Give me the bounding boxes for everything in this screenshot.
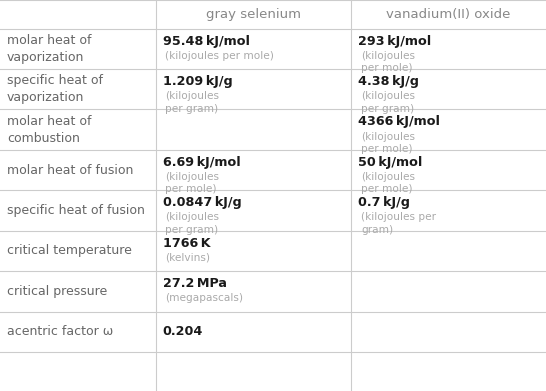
Text: (kilojoules
per mole): (kilojoules per mole) bbox=[361, 172, 415, 194]
Text: molar heat of
vaporization: molar heat of vaporization bbox=[7, 34, 92, 64]
Text: (kilojoules per mole): (kilojoules per mole) bbox=[165, 51, 274, 61]
Text: 293 kJ/mol: 293 kJ/mol bbox=[358, 35, 431, 48]
Text: 4366 kJ/mol: 4366 kJ/mol bbox=[358, 115, 440, 129]
Text: (megapascals): (megapascals) bbox=[165, 293, 244, 303]
Text: specific heat of
vaporization: specific heat of vaporization bbox=[7, 74, 103, 104]
Text: (kilojoules
per mole): (kilojoules per mole) bbox=[165, 172, 219, 194]
Text: (kilojoules per
gram): (kilojoules per gram) bbox=[361, 212, 436, 235]
Text: 27.2 MPa: 27.2 MPa bbox=[163, 277, 227, 290]
Text: acentric factor ω: acentric factor ω bbox=[7, 325, 114, 338]
Text: specific heat of fusion: specific heat of fusion bbox=[7, 204, 145, 217]
Text: (kilojoules
per mole): (kilojoules per mole) bbox=[361, 51, 415, 73]
Text: (kilojoules
per mole): (kilojoules per mole) bbox=[361, 132, 415, 154]
Text: gray selenium: gray selenium bbox=[206, 8, 301, 21]
Text: critical temperature: critical temperature bbox=[7, 244, 132, 257]
Text: (kilojoules
per gram): (kilojoules per gram) bbox=[165, 91, 219, 114]
Text: 6.69 kJ/mol: 6.69 kJ/mol bbox=[163, 156, 240, 169]
Text: 0.0847 kJ/g: 0.0847 kJ/g bbox=[163, 196, 241, 209]
Text: vanadium(II) oxide: vanadium(II) oxide bbox=[387, 8, 511, 21]
Text: 50 kJ/mol: 50 kJ/mol bbox=[358, 156, 423, 169]
Text: 4.38 kJ/g: 4.38 kJ/g bbox=[358, 75, 419, 88]
Text: (kilojoules
per gram): (kilojoules per gram) bbox=[165, 212, 219, 235]
Text: 1766 K: 1766 K bbox=[163, 237, 210, 250]
Text: 1.209 kJ/g: 1.209 kJ/g bbox=[163, 75, 233, 88]
Text: (kilojoules
per gram): (kilojoules per gram) bbox=[361, 91, 415, 114]
Text: 0.7 kJ/g: 0.7 kJ/g bbox=[358, 196, 410, 209]
Text: critical pressure: critical pressure bbox=[7, 285, 108, 298]
Text: molar heat of
combustion: molar heat of combustion bbox=[7, 115, 92, 145]
Text: 0.204: 0.204 bbox=[163, 325, 203, 338]
Text: 95.48 kJ/mol: 95.48 kJ/mol bbox=[163, 35, 250, 48]
Text: molar heat of fusion: molar heat of fusion bbox=[7, 163, 133, 177]
Text: (kelvins): (kelvins) bbox=[165, 253, 210, 263]
